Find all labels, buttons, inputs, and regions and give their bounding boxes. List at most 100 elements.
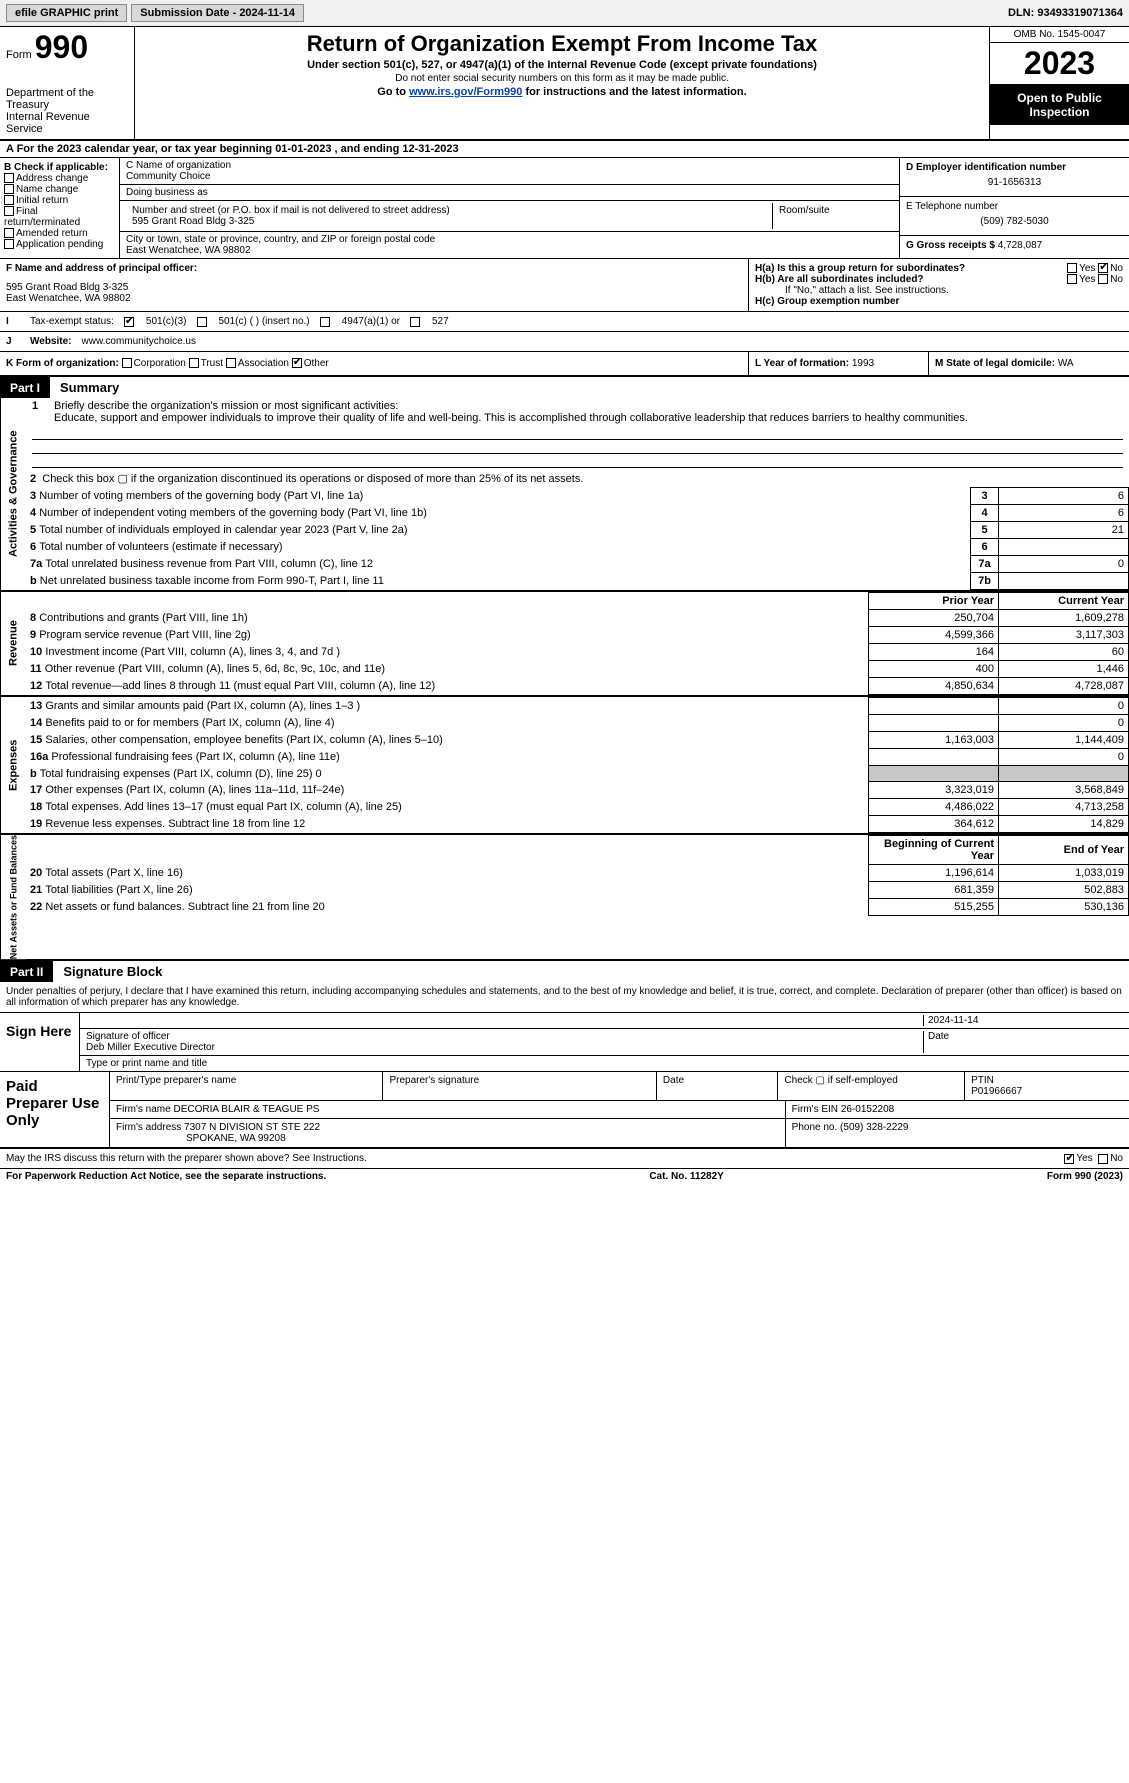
line-7a-box: 7a bbox=[971, 556, 999, 573]
ha-row: H(a) Is this a group return for subordin… bbox=[755, 263, 1123, 274]
chk-amended-return[interactable]: Amended return bbox=[4, 228, 115, 239]
firm-addr1: 7307 N DIVISION ST STE 222 bbox=[184, 1122, 320, 1133]
l13-prior bbox=[869, 698, 999, 715]
street-value: 595 Grant Road Bldg 3-325 bbox=[132, 216, 766, 227]
chk-527[interactable] bbox=[410, 317, 420, 327]
l17-num: 17 bbox=[30, 784, 42, 796]
firm-name-row: Firm's name DECORIA BLAIR & TEAGUE PS Fi… bbox=[110, 1101, 1129, 1119]
firm-name-label: Firm's name bbox=[116, 1104, 173, 1115]
chk-4947[interactable] bbox=[320, 317, 330, 327]
l8-text: Contributions and grants (Part VIII, lin… bbox=[39, 612, 248, 624]
row-k: K Form of organization: Corporation Trus… bbox=[0, 352, 749, 375]
sign-here-label: Sign Here bbox=[0, 1013, 80, 1071]
line-7b: b Net unrelated business taxable income … bbox=[26, 573, 1129, 590]
l13-num: 13 bbox=[30, 700, 42, 712]
chk-trust[interactable] bbox=[189, 358, 199, 368]
dba-cell: Doing business as bbox=[120, 185, 899, 201]
net-assets-section: Net Assets or Fund Balances Beginning of… bbox=[0, 835, 1129, 961]
l16a-curr: 0 bbox=[999, 749, 1129, 766]
sig-date-value: 2024-11-14 bbox=[923, 1015, 1123, 1026]
l18-text: Total expenses. Add lines 13–17 (must eq… bbox=[45, 801, 401, 813]
self-employed-check[interactable]: Check ▢ if self-employed bbox=[778, 1072, 965, 1100]
ha-no-checkbox[interactable] bbox=[1098, 263, 1108, 273]
paid-preparer-grid: Print/Type preparer's name Preparer's si… bbox=[110, 1072, 1129, 1147]
chk-application-pending[interactable]: Application pending bbox=[4, 239, 115, 250]
l18-num: 18 bbox=[30, 801, 42, 813]
l20-num: 20 bbox=[30, 867, 42, 879]
chk-501c3[interactable] bbox=[124, 317, 134, 327]
hb-yes-checkbox[interactable] bbox=[1067, 274, 1077, 284]
line-7a-val: 0 bbox=[999, 556, 1129, 573]
mission-text: Educate, support and empower individuals… bbox=[54, 412, 968, 424]
mission-blank-2 bbox=[32, 442, 1123, 454]
sig-date-label: Date bbox=[923, 1031, 1123, 1053]
sign-here-body: 2024-11-14 Signature of officer Deb Mill… bbox=[80, 1013, 1129, 1071]
hb-no-label: No bbox=[1110, 274, 1123, 285]
form-word: Form bbox=[6, 49, 32, 61]
year-header-row: Prior Year Current Year bbox=[26, 593, 1129, 610]
chk-address-change[interactable]: Address change bbox=[4, 173, 115, 184]
ha-yes-label: Yes bbox=[1079, 263, 1095, 274]
type-name-row: Type or print name and title bbox=[80, 1056, 1129, 1071]
line-7a: 7a Total unrelated business revenue from… bbox=[26, 556, 1129, 573]
line-3-text: Number of voting members of the governin… bbox=[39, 490, 363, 502]
line-9: 9 Program service revenue (Part VIII, li… bbox=[26, 627, 1129, 644]
chk-assoc[interactable] bbox=[226, 358, 236, 368]
chk-name-change-label: Name change bbox=[16, 184, 78, 195]
ha-yes-checkbox[interactable] bbox=[1067, 263, 1077, 273]
side-revenue: Revenue bbox=[0, 592, 26, 695]
l15-num: 15 bbox=[30, 734, 42, 746]
firm-phone-value: (509) 328-2229 bbox=[840, 1122, 908, 1133]
efile-button[interactable]: efile GRAPHIC print bbox=[6, 4, 127, 22]
l16b-prior-shade bbox=[869, 766, 999, 782]
line-6-box: 6 bbox=[971, 539, 999, 556]
chk-initial-return[interactable]: Initial return bbox=[4, 195, 115, 206]
l11-curr: 1,446 bbox=[999, 661, 1129, 678]
l10-text: Investment income (Part VIII, column (A)… bbox=[45, 646, 340, 658]
chk-corp[interactable] bbox=[122, 358, 132, 368]
form-number: 990 bbox=[35, 29, 88, 65]
paid-preparer-row: Paid Preparer Use Only Print/Type prepar… bbox=[0, 1072, 1129, 1149]
city-cell: City or town, state or province, country… bbox=[120, 232, 899, 258]
l13-text: Grants and similar amounts paid (Part IX… bbox=[45, 700, 360, 712]
row-j: J Website: www.communitychoice.us bbox=[0, 332, 1129, 352]
mission-blank-3 bbox=[32, 456, 1123, 468]
cat-no: Cat. No. 11282Y bbox=[326, 1171, 1047, 1182]
hb-no-checkbox[interactable] bbox=[1098, 274, 1108, 284]
l8-prior: 250,704 bbox=[869, 610, 999, 627]
col-c: C Name of organization Community Choice … bbox=[120, 158, 899, 258]
discuss-yes-label: Yes bbox=[1076, 1153, 1092, 1164]
chk-501c[interactable] bbox=[197, 317, 207, 327]
l16b-text: Total fundraising expenses (Part IX, col… bbox=[40, 768, 322, 780]
line-5-val: 21 bbox=[999, 522, 1129, 539]
l19-prior: 364,612 bbox=[869, 816, 999, 833]
chk-name-change[interactable]: Name change bbox=[4, 184, 115, 195]
line-2-num: 2 bbox=[30, 473, 36, 485]
l19-curr: 14,829 bbox=[999, 816, 1129, 833]
section-a-period: A For the 2023 calendar year, or tax yea… bbox=[0, 141, 1129, 158]
part2-tab: Part II bbox=[0, 962, 53, 982]
begin-year-header: Beginning of Current Year bbox=[869, 836, 999, 865]
l12-num: 12 bbox=[30, 680, 42, 692]
submission-date-button[interactable]: Submission Date - 2024-11-14 bbox=[131, 4, 304, 22]
l15-curr: 1,144,409 bbox=[999, 732, 1129, 749]
side-expenses: Expenses bbox=[0, 697, 26, 833]
l21-prior: 681,359 bbox=[869, 882, 999, 899]
l16b-num: b bbox=[30, 768, 37, 780]
discuss-no-checkbox[interactable] bbox=[1098, 1154, 1108, 1164]
activities-governance: Activities & Governance 1 Briefly descri… bbox=[0, 398, 1129, 592]
line-18: 18 Total expenses. Add lines 13–17 (must… bbox=[26, 799, 1129, 816]
line-17: 17 Other expenses (Part IX, column (A), … bbox=[26, 782, 1129, 799]
firm-phone-label: Phone no. bbox=[792, 1122, 840, 1133]
discuss-yes-checkbox[interactable] bbox=[1064, 1154, 1074, 1164]
city-value: East Wenatchee, WA 98802 bbox=[126, 245, 893, 256]
opt-501c: 501(c) ( ) (insert no.) bbox=[219, 316, 310, 327]
chk-other[interactable] bbox=[292, 358, 302, 368]
expenses-section: Expenses 13 Grants and similar amounts p… bbox=[0, 697, 1129, 835]
goto-prefix: Go to bbox=[377, 86, 409, 98]
principal-officer: F Name and address of principal officer:… bbox=[0, 259, 749, 311]
chk-final-return[interactable]: Final return/terminated bbox=[4, 206, 115, 228]
irs-link[interactable]: www.irs.gov/Form990 bbox=[409, 86, 522, 98]
perjury-statement: Under penalties of perjury, I declare th… bbox=[0, 982, 1129, 1013]
dept-treasury: Department of the Treasury bbox=[6, 87, 128, 111]
